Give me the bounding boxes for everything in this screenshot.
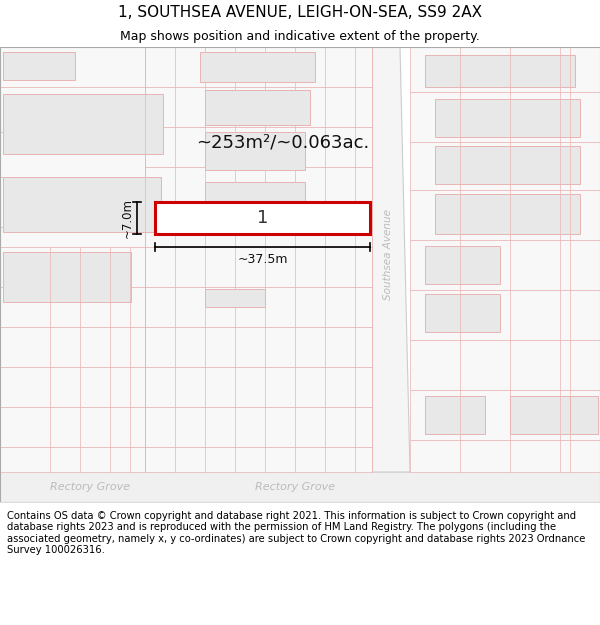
Bar — [410, 440, 600, 472]
Bar — [0, 472, 600, 502]
Bar — [410, 92, 600, 142]
Bar — [425, 246, 500, 284]
Bar — [145, 167, 372, 207]
Text: Contains OS data © Crown copyright and database right 2021. This information is : Contains OS data © Crown copyright and d… — [7, 511, 586, 556]
Bar — [425, 396, 485, 434]
Bar — [410, 390, 600, 440]
Bar — [145, 207, 372, 247]
Bar — [0, 447, 145, 472]
Bar — [510, 396, 570, 434]
Bar — [145, 447, 372, 472]
Bar — [410, 340, 600, 390]
Bar — [3, 52, 75, 80]
Bar — [0, 367, 145, 407]
Bar — [3, 94, 163, 154]
Bar — [155, 202, 370, 234]
Bar — [205, 90, 310, 125]
Text: ~253m²/~0.063ac.: ~253m²/~0.063ac. — [196, 133, 369, 151]
Bar — [410, 142, 600, 190]
Bar — [0, 247, 145, 287]
Text: ~37.5m: ~37.5m — [237, 253, 288, 266]
Bar — [145, 47, 372, 87]
Bar — [0, 407, 145, 447]
Bar — [145, 87, 372, 127]
Bar — [435, 194, 580, 234]
Bar — [410, 290, 600, 340]
Bar — [145, 287, 372, 327]
Text: 1, SOUTHSEA AVENUE, LEIGH-ON-SEA, SS9 2AX: 1, SOUTHSEA AVENUE, LEIGH-ON-SEA, SS9 2A… — [118, 5, 482, 20]
Text: Southsea Avenue: Southsea Avenue — [383, 209, 393, 300]
Bar — [410, 190, 600, 240]
Bar — [0, 87, 145, 132]
Text: Rectory Grove: Rectory Grove — [50, 482, 130, 492]
Bar — [205, 132, 305, 170]
Bar — [145, 367, 372, 407]
Bar — [3, 177, 161, 232]
Bar — [3, 252, 131, 302]
Bar — [410, 240, 600, 290]
Bar — [0, 47, 145, 87]
Bar — [200, 52, 315, 82]
Bar — [145, 247, 372, 287]
Bar — [425, 294, 500, 332]
Text: 1: 1 — [257, 209, 268, 227]
Bar — [145, 127, 372, 167]
Bar — [435, 99, 580, 137]
Bar — [425, 55, 575, 87]
Text: Map shows position and indicative extent of the property.: Map shows position and indicative extent… — [120, 30, 480, 43]
Bar — [205, 182, 305, 220]
Bar — [435, 146, 580, 184]
Bar — [0, 327, 145, 367]
Bar — [145, 327, 372, 367]
Bar — [145, 407, 372, 447]
Bar — [205, 289, 265, 307]
Text: Rectory Grove: Rectory Grove — [255, 482, 335, 492]
Polygon shape — [362, 47, 410, 472]
Text: ~7.0m: ~7.0m — [121, 198, 133, 238]
Bar — [410, 47, 600, 92]
Bar — [0, 132, 145, 177]
Bar — [570, 396, 598, 434]
Bar — [0, 287, 145, 327]
Bar — [0, 227, 145, 247]
Bar — [0, 177, 145, 227]
